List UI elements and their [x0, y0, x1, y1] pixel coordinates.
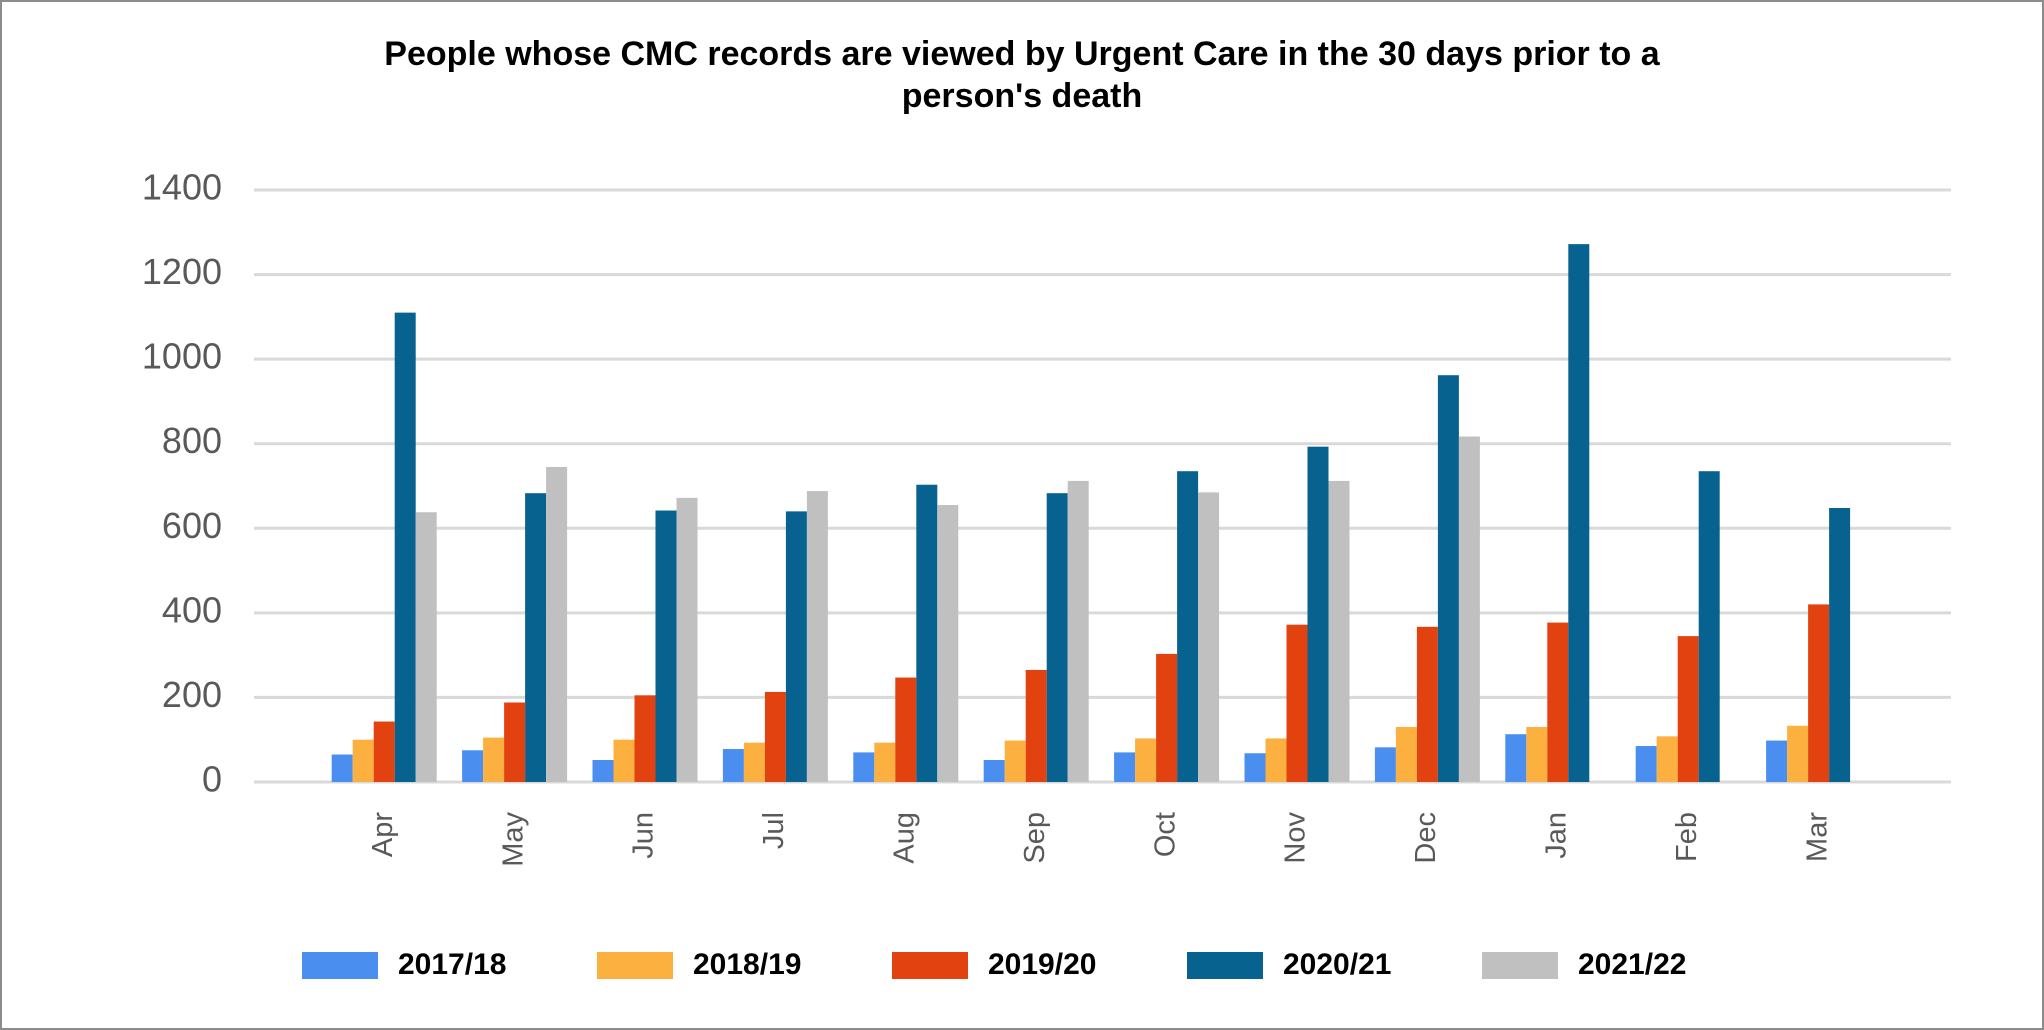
bar — [504, 702, 526, 782]
bar — [1698, 471, 1720, 782]
bar — [415, 512, 437, 782]
bar — [743, 742, 765, 782]
bar — [874, 742, 896, 782]
bar — [1135, 738, 1157, 782]
x-tick-label: Oct — [1149, 812, 1181, 857]
y-tick-label: 1400 — [142, 167, 222, 208]
legend-swatch — [302, 952, 378, 979]
bar — [331, 754, 353, 782]
bar — [373, 721, 395, 782]
bar — [1395, 727, 1417, 782]
bar — [483, 737, 505, 782]
bar — [655, 510, 677, 782]
bar — [1004, 740, 1026, 782]
bar — [1416, 626, 1438, 782]
bar — [916, 484, 938, 782]
bar — [764, 691, 786, 782]
legend-label: 2019/20 — [988, 948, 1096, 981]
bar — [1505, 734, 1527, 782]
bar — [1177, 471, 1199, 782]
bar — [1635, 746, 1657, 782]
x-tick-label: Jun — [628, 812, 660, 859]
x-tick-label: Aug — [888, 812, 920, 864]
bar — [1808, 604, 1830, 782]
legend-label: 2021/22 — [1578, 948, 1686, 981]
x-tick-label: Mar — [1801, 812, 1833, 862]
y-tick-label: 1000 — [142, 336, 222, 377]
bar — [1114, 752, 1136, 782]
x-tick-label: Sep — [1019, 812, 1051, 864]
x-tick-label: Feb — [1671, 812, 1703, 862]
y-tick-label: 400 — [162, 589, 222, 630]
y-tick-label: 1200 — [142, 251, 222, 292]
bar — [592, 760, 614, 782]
bar — [1286, 624, 1308, 782]
bar — [983, 760, 1005, 782]
bar — [1526, 727, 1548, 782]
bar — [1547, 622, 1569, 782]
bar — [352, 739, 374, 782]
bar — [1677, 636, 1699, 782]
bar — [1156, 653, 1178, 782]
x-tick-label: May — [497, 812, 529, 867]
y-tick-label: 800 — [162, 420, 222, 461]
x-tick-label: Jan — [1540, 812, 1572, 859]
y-tick-label: 200 — [162, 674, 222, 715]
bar — [785, 511, 807, 782]
bar — [1437, 375, 1459, 782]
y-tick-label: 600 — [162, 505, 222, 546]
x-tick-label: Nov — [1280, 812, 1312, 864]
bar — [1198, 492, 1220, 782]
legend-swatch — [1482, 952, 1558, 979]
bar — [1067, 480, 1089, 782]
bar — [1307, 446, 1329, 782]
bar — [1656, 736, 1678, 782]
y-tick-label: 0 — [202, 759, 222, 800]
bar — [937, 505, 959, 782]
legend-label: 2018/19 — [693, 948, 801, 981]
bar — [676, 497, 698, 782]
bar — [1458, 436, 1480, 782]
bar — [1046, 493, 1068, 782]
bar — [634, 695, 656, 782]
bar — [525, 493, 547, 782]
legend-swatch — [892, 952, 968, 979]
bar — [722, 749, 744, 782]
bar — [1829, 507, 1851, 782]
bar — [1025, 669, 1047, 782]
x-tick-label: Dec — [1410, 812, 1442, 864]
x-tick-label: Jul — [758, 812, 790, 849]
bar — [1766, 740, 1788, 782]
bar — [394, 312, 416, 782]
bar — [613, 739, 635, 782]
bar — [462, 750, 484, 782]
x-tick-label: Apr — [367, 812, 399, 857]
bar — [895, 677, 917, 782]
legend-label: 2020/21 — [1283, 948, 1391, 981]
bar — [1265, 738, 1287, 782]
bar — [1244, 753, 1266, 782]
bar — [853, 752, 875, 782]
bar — [1787, 725, 1809, 782]
bar — [546, 466, 568, 782]
chart-title: People whose CMC records are viewed by U… — [384, 35, 1660, 115]
legend-label: 2017/18 — [398, 948, 506, 981]
legend-swatch — [1187, 952, 1263, 979]
bar — [1374, 747, 1396, 782]
bar — [1568, 244, 1590, 782]
bar — [1328, 480, 1350, 782]
legend-swatch — [597, 952, 673, 979]
bar — [806, 491, 828, 782]
